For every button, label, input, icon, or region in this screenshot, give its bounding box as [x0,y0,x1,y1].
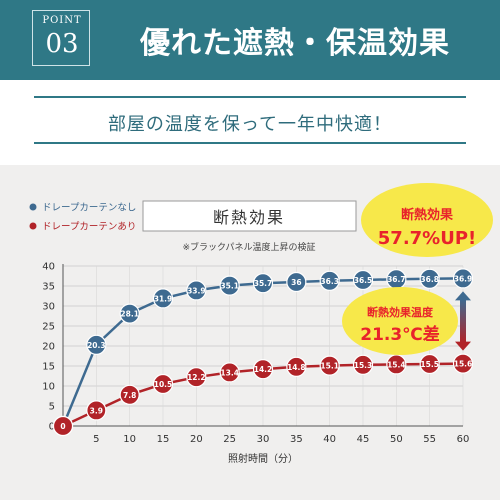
data-label: 20.3 [87,341,106,350]
data-point [252,359,274,380]
data-point [352,354,374,375]
data-label: 33.9 [187,286,206,295]
callout-effect-label: 断熱効果 [401,207,453,223]
legend-label: ドレープカーテンあり [42,222,136,233]
y-tick-label: 30 [42,302,55,313]
data-point [152,373,174,395]
data-label: 15.1 [320,362,339,371]
point-badge: POINT 03 [32,10,90,66]
callout-effect-value: 57.7%UP! [378,228,476,249]
data-label: 0 [60,422,65,431]
x-tick-label: 35 [290,434,303,445]
x-tick-label: 20 [190,434,203,445]
y-tick-label: 0 [49,422,55,433]
difference-arrow-head-up [455,291,471,301]
data-point [219,362,240,383]
point-number: 03 [45,29,79,59]
y-tick-label: 35 [42,282,55,293]
data-label: 36.5 [354,276,373,285]
data-label: 15.3 [354,361,373,370]
data-point [152,288,174,309]
header-banner: POINT 03 優れた遮熱・保温効果 [0,0,500,80]
callout-temp-label: 断熱効果温度 [367,305,434,319]
y-tick-label: 25 [42,322,55,333]
data-label: 28.1 [120,310,139,319]
data-label: 12.2 [187,373,206,382]
callout-effect-burst [361,183,493,257]
point-label: POINT [42,15,82,26]
data-point [119,303,140,324]
data-label: 15.6 [454,360,473,369]
data-point [452,353,474,374]
data-point [86,334,107,355]
difference-arrow-shaft [460,299,466,343]
x-tick-label: 55 [423,434,436,445]
y-tick-label: 40 [42,262,55,273]
data-label: 31.9 [154,294,173,303]
subtitle: 部屋の温度を保って一年中快適！ [107,114,393,135]
x-tick-label: 60 [457,434,470,445]
x-tick-label: 15 [157,434,170,445]
chart-title: 断熱効果 [213,208,285,227]
data-point [252,273,274,294]
data-label: 35.7 [254,279,273,288]
data-point [286,271,307,293]
data-point [452,268,474,289]
legend-label: ドレープカーテンなし [42,203,136,214]
data-point [419,353,440,375]
data-point [286,356,307,377]
data-label: 14.8 [287,363,306,372]
data-point [352,269,374,291]
legend-marker [29,222,37,230]
data-point [119,384,140,405]
data-label: 36.7 [387,275,406,284]
data-point [52,415,74,437]
x-tick-label: 25 [223,434,236,445]
x-tick-label: 5 [93,434,99,445]
data-label: 36.9 [454,274,473,283]
data-label: 13.4 [220,368,239,377]
y-tick-label: 20 [42,342,55,353]
difference-arrow-head-down [455,341,471,351]
data-label: 35.1 [220,282,239,291]
chart-subtitle: ※ブラックパネル温度上昇の検証 [182,241,315,253]
data-point [186,280,207,301]
data-point [419,268,440,289]
data-label: 7.8 [123,391,136,400]
y-tick-label: 10 [42,382,55,393]
data-point [86,400,107,421]
x-tick-label: 45 [357,434,370,445]
data-label: 15.5 [420,360,439,369]
data-label: 36 [291,278,301,287]
legend-marker [29,203,37,211]
top-divider [34,96,466,98]
x-axis-label: 照射時間（分） [228,453,298,465]
data-point [186,367,207,388]
x-tick-label: 40 [323,434,336,445]
data-label: 3.9 [90,406,103,415]
data-label: 36.3 [320,277,339,286]
data-label: 10.5 [154,380,173,389]
data-label: 14.2 [254,365,273,374]
data-point [319,355,340,376]
y-tick-label: 15 [42,362,55,373]
y-tick-label: 5 [49,402,55,413]
x-tick-label: 10 [123,434,136,445]
page-title: 優れた遮熱・保温効果 [140,26,450,61]
callout-temp-value: 21.3℃差 [360,324,440,345]
chart-title-box [142,200,357,232]
x-tick-label: 30 [257,434,270,445]
x-tick-label: 50 [390,434,403,445]
bottom-divider [34,142,466,144]
data-label: 36.8 [420,275,439,284]
data-point [319,270,340,291]
data-label: 15.4 [387,360,406,369]
callout-temp-burst [342,287,458,355]
data-point [219,275,240,296]
